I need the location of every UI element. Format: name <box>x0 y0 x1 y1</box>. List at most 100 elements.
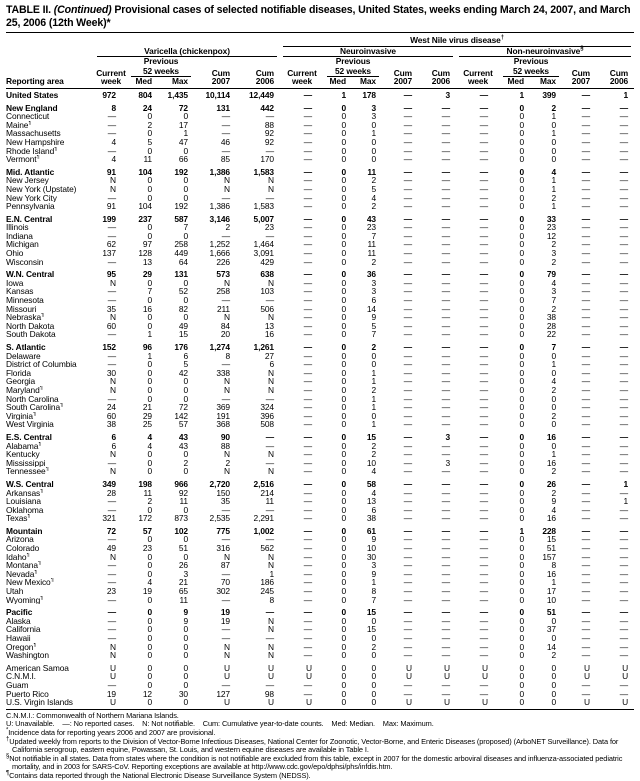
value-cell: 0 <box>519 393 524 404</box>
value-cell: — <box>441 320 450 331</box>
value-cell: — <box>303 478 312 489</box>
value-cell: 0 <box>371 615 376 626</box>
value-cell: 14 <box>366 303 376 314</box>
reporting-area-cell: South Dakota <box>6 330 56 339</box>
value-cell: — <box>619 525 629 536</box>
value-cell: 25 <box>142 419 152 430</box>
value-cell: — <box>403 466 412 477</box>
value-cell: — <box>619 201 629 212</box>
value-cell: — <box>403 641 412 652</box>
value-cell: — <box>107 560 116 571</box>
value-cell: 0 <box>147 145 152 156</box>
value-cell: 562 <box>260 543 274 554</box>
reporting-area-cell: North Dakota <box>6 321 55 331</box>
value-cell: 0 <box>341 543 346 554</box>
value-cell: — <box>581 359 590 370</box>
value-cell: 0 <box>519 607 524 618</box>
value-cell: N <box>224 183 230 194</box>
value-cell: — <box>303 102 312 113</box>
value-cell: — <box>403 154 412 165</box>
value-cell: — <box>479 496 488 507</box>
value-cell: 0 <box>551 136 556 147</box>
value-cell: N <box>224 384 230 395</box>
value-cell: N <box>224 641 230 652</box>
value-cell: 3 <box>371 560 376 571</box>
value-cell: — <box>441 102 450 113</box>
value-cell: — <box>479 543 488 554</box>
value-cell: 0 <box>183 650 188 661</box>
value-cell: — <box>403 393 412 404</box>
value-cell: — <box>265 111 274 122</box>
value-cell: — <box>619 410 629 421</box>
reporting-area-cell: Texas¶ <box>6 514 31 523</box>
value-cell: — <box>441 166 450 177</box>
value-cell: 199 <box>102 213 116 224</box>
value-cell: — <box>303 496 312 507</box>
value-cell: 449 <box>174 248 188 259</box>
value-cell: — <box>619 128 629 139</box>
reporting-area-cell: Connecticut <box>6 112 50 121</box>
value-cell: — <box>619 248 629 259</box>
value-cell: 0 <box>147 376 152 387</box>
value-cell: 35 <box>106 303 116 314</box>
current-label: Current <box>96 67 126 78</box>
value-cell: 19 <box>220 615 230 626</box>
value-cell: — <box>619 393 629 404</box>
reporting-area-cell: E.N. Central <box>6 213 53 224</box>
value-cell: — <box>303 166 312 177</box>
value-cell: 0 <box>519 376 524 387</box>
value-cell: 638 <box>260 269 274 280</box>
value-cell: 0 <box>341 440 346 451</box>
value-cell: 4 <box>147 431 152 442</box>
value-cell: N <box>268 449 274 460</box>
value-cell: 0 <box>324 698 352 710</box>
value-cell: 0 <box>183 671 188 682</box>
reporting-area-cell: E.S. Central <box>6 431 52 442</box>
value-cell: 0 <box>551 145 556 156</box>
value-cell: 0 <box>341 534 346 545</box>
value-cell: — <box>581 551 590 562</box>
value-cell: 258 <box>216 286 230 297</box>
value-cell: 0 <box>551 440 556 451</box>
value-cell: — <box>303 568 312 579</box>
med-label: Med <box>500 77 530 89</box>
value-cell: — <box>479 633 488 643</box>
value-cell: 2 <box>147 119 152 130</box>
value-cell: 0 <box>183 312 188 323</box>
value-cell: 3 <box>551 286 556 297</box>
table-row: Nebraska¶ N 0 0 N N — 0 9 — — — 0 38 — — <box>6 313 634 322</box>
value-cell: U <box>584 662 590 673</box>
value-cell: — <box>619 504 629 515</box>
value-cell: — <box>107 359 116 370</box>
value-cell: — <box>403 513 412 524</box>
value-cell: — <box>441 607 450 618</box>
value-cell: — <box>303 111 312 122</box>
value-cell: — <box>581 534 590 545</box>
value-cell: 9 <box>371 534 376 545</box>
value-cell: U <box>418 698 456 710</box>
value-cell: 0 <box>341 466 346 477</box>
value-cell: — <box>107 607 116 618</box>
value-cell: — <box>479 303 488 314</box>
value-cell: — <box>441 277 450 288</box>
value-cell: — <box>221 504 230 515</box>
value-cell: 0 <box>371 688 376 699</box>
value-cell: 0 <box>341 384 346 395</box>
value-cell: 0 <box>519 504 524 515</box>
value-cell: 0 <box>183 295 188 306</box>
table-row: Florida 30 0 42 338 N — 0 1 — — — 0 0 — — <box>6 369 634 378</box>
value-cell: — <box>403 192 412 203</box>
value-cell: — <box>441 145 450 156</box>
value-cell: 3 <box>371 286 376 297</box>
value-cell: 1,274 <box>209 342 231 352</box>
value-cell: 4 <box>551 504 556 515</box>
table-row: Illinois — 0 7 2 23 — 0 23 — — — 0 23 — — <box>6 223 634 232</box>
value-cell: — <box>441 329 450 340</box>
value-cell: — <box>441 175 450 186</box>
value-cell: — <box>441 577 450 588</box>
value-cell: — <box>403 457 412 468</box>
value-cell: — <box>581 513 590 524</box>
value-cell: 19 <box>106 688 116 699</box>
value-cell: N <box>224 312 230 323</box>
value-cell: — <box>221 119 230 130</box>
